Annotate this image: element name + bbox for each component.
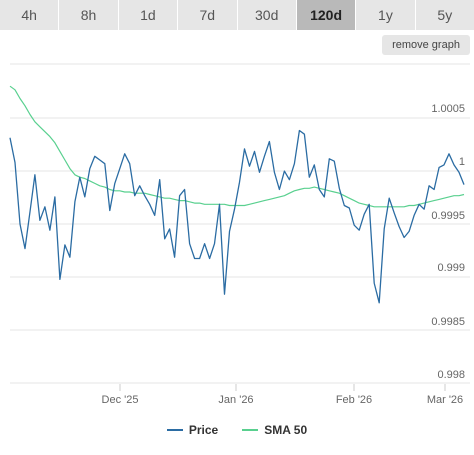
legend-label-sma: SMA 50: [264, 423, 308, 437]
range-tabs: 4h 8h 1d 7d 30d 120d 1y 5y: [0, 0, 474, 30]
tab-1y[interactable]: 1y: [356, 0, 416, 30]
price-series-line: [9, 129, 465, 304]
y-tick-label: 0.998: [437, 369, 465, 381]
tab-30d[interactable]: 30d: [237, 0, 297, 30]
chart-legend: Price SMA 50: [0, 420, 474, 440]
tab-120d[interactable]: 120d: [296, 0, 357, 30]
tab-5y[interactable]: 5y: [415, 0, 474, 30]
price-chart: 1.0005 1 0.9995 0.999 0.9985 0.998 Dec '25 Jan …: [9, 63, 470, 406]
y-tick-label: 0.9985: [431, 316, 465, 328]
x-tick-label: Feb '26: [336, 394, 372, 406]
legend-label-price: Price: [188, 423, 219, 437]
x-tick-label: Mar '26: [427, 394, 463, 406]
x-tick-label: Dec '25: [102, 394, 139, 406]
legend-item-price[interactable]: Price: [166, 423, 219, 437]
tab-8h[interactable]: 8h: [59, 0, 119, 30]
remove-graph-button[interactable]: remove graph: [382, 35, 470, 55]
y-tick-label: 0.9995: [431, 210, 465, 222]
legend-item-sma[interactable]: SMA 50: [242, 423, 307, 437]
legend-swatch-price: [166, 429, 183, 431]
y-tick-label: 1.0005: [431, 103, 465, 115]
tab-4h[interactable]: 4h: [0, 0, 60, 30]
tab-7d[interactable]: 7d: [178, 0, 238, 30]
legend-swatch-sma: [242, 429, 259, 431]
tab-1d[interactable]: 1d: [118, 0, 179, 30]
y-tick-label: 1: [459, 156, 465, 168]
x-tick-label: Jan '26: [218, 394, 253, 406]
y-tick-label: 0.999: [437, 262, 465, 274]
